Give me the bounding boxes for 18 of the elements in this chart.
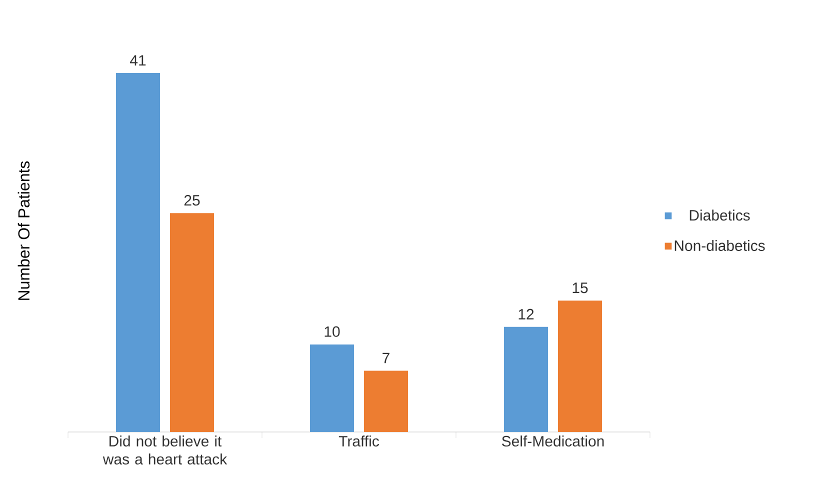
data-label: 7 bbox=[382, 352, 390, 364]
x-tick-label: Self-Medication bbox=[502, 436, 604, 447]
data-label: 25 bbox=[184, 194, 200, 206]
bar bbox=[170, 213, 214, 432]
y-axis-title: Number Of Patients bbox=[18, 161, 30, 300]
bar bbox=[310, 344, 354, 432]
data-label: 15 bbox=[572, 282, 588, 294]
legend-label: Non-diabetics bbox=[674, 240, 765, 251]
bar bbox=[558, 300, 602, 432]
bar bbox=[116, 73, 160, 432]
legend-label: Diabetics bbox=[690, 210, 750, 221]
x-tick-label: Did not believe it was a heart attack bbox=[102, 436, 228, 465]
data-label: 12 bbox=[518, 308, 534, 320]
x-tick-label: Traffic bbox=[338, 436, 380, 447]
data-label: 10 bbox=[324, 326, 340, 337]
bar bbox=[364, 370, 408, 432]
data-label: 41 bbox=[130, 55, 146, 66]
bar bbox=[504, 326, 548, 432]
